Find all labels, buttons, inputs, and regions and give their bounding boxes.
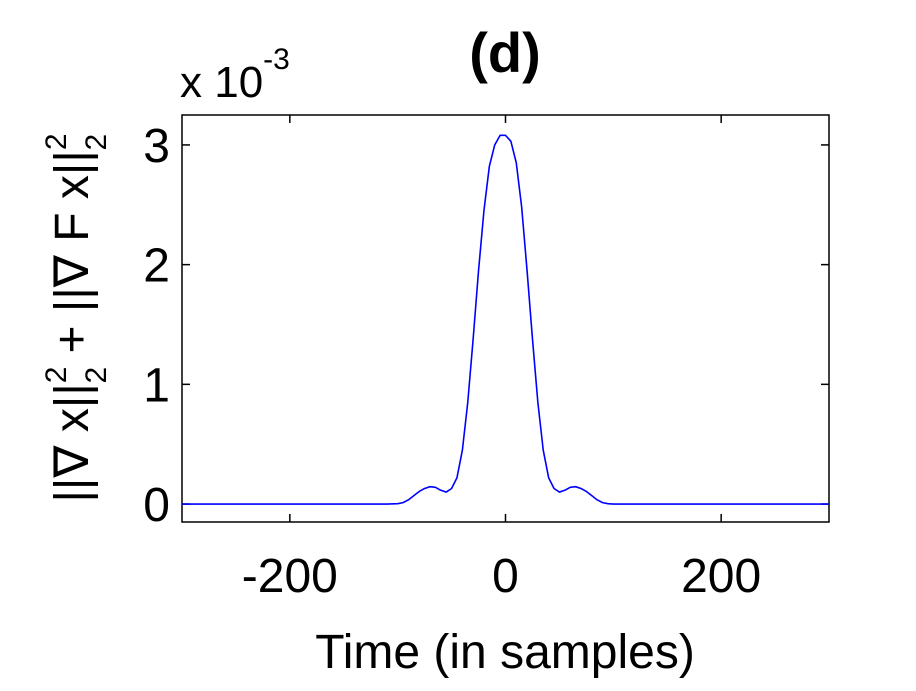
x-tick-label: -200	[242, 550, 338, 603]
plot-area-frame	[181, 114, 830, 523]
chart-title: (d)	[469, 21, 541, 84]
x-tick-label: 200	[681, 550, 761, 603]
y-tick-label: 0	[143, 479, 170, 532]
y-axis-label: ||∇ x||2 2 + ||∇ F x||2 2	[40, 133, 113, 502]
y-label-term1: ||∇ x||	[46, 383, 99, 502]
y-exponent-base: x 10	[180, 58, 263, 107]
y-label-sub2: 2	[80, 134, 113, 151]
series-layer	[182, 134, 829, 505]
y-axis-ticks: 0 1 2 3	[143, 120, 829, 532]
y-tick-label: 1	[143, 359, 170, 412]
x-axis-label: Time (in samples)	[315, 626, 695, 679]
series-line	[182, 134, 829, 505]
y-label-sup1: 2	[40, 367, 73, 384]
y-tick-label: 2	[143, 240, 170, 293]
x-axis-ticks: -200 0 200	[242, 115, 761, 603]
y-label-sub1: 2	[80, 367, 113, 384]
y-tick-label: 3	[143, 120, 170, 173]
y-axis-exponent-label: x 10-3	[180, 43, 290, 107]
y-label-sup2: 2	[40, 133, 73, 150]
y-exponent-power: -3	[263, 43, 290, 76]
x-tick-label: 0	[492, 550, 519, 603]
y-label-term2: + ||∇ F x||	[46, 150, 99, 367]
